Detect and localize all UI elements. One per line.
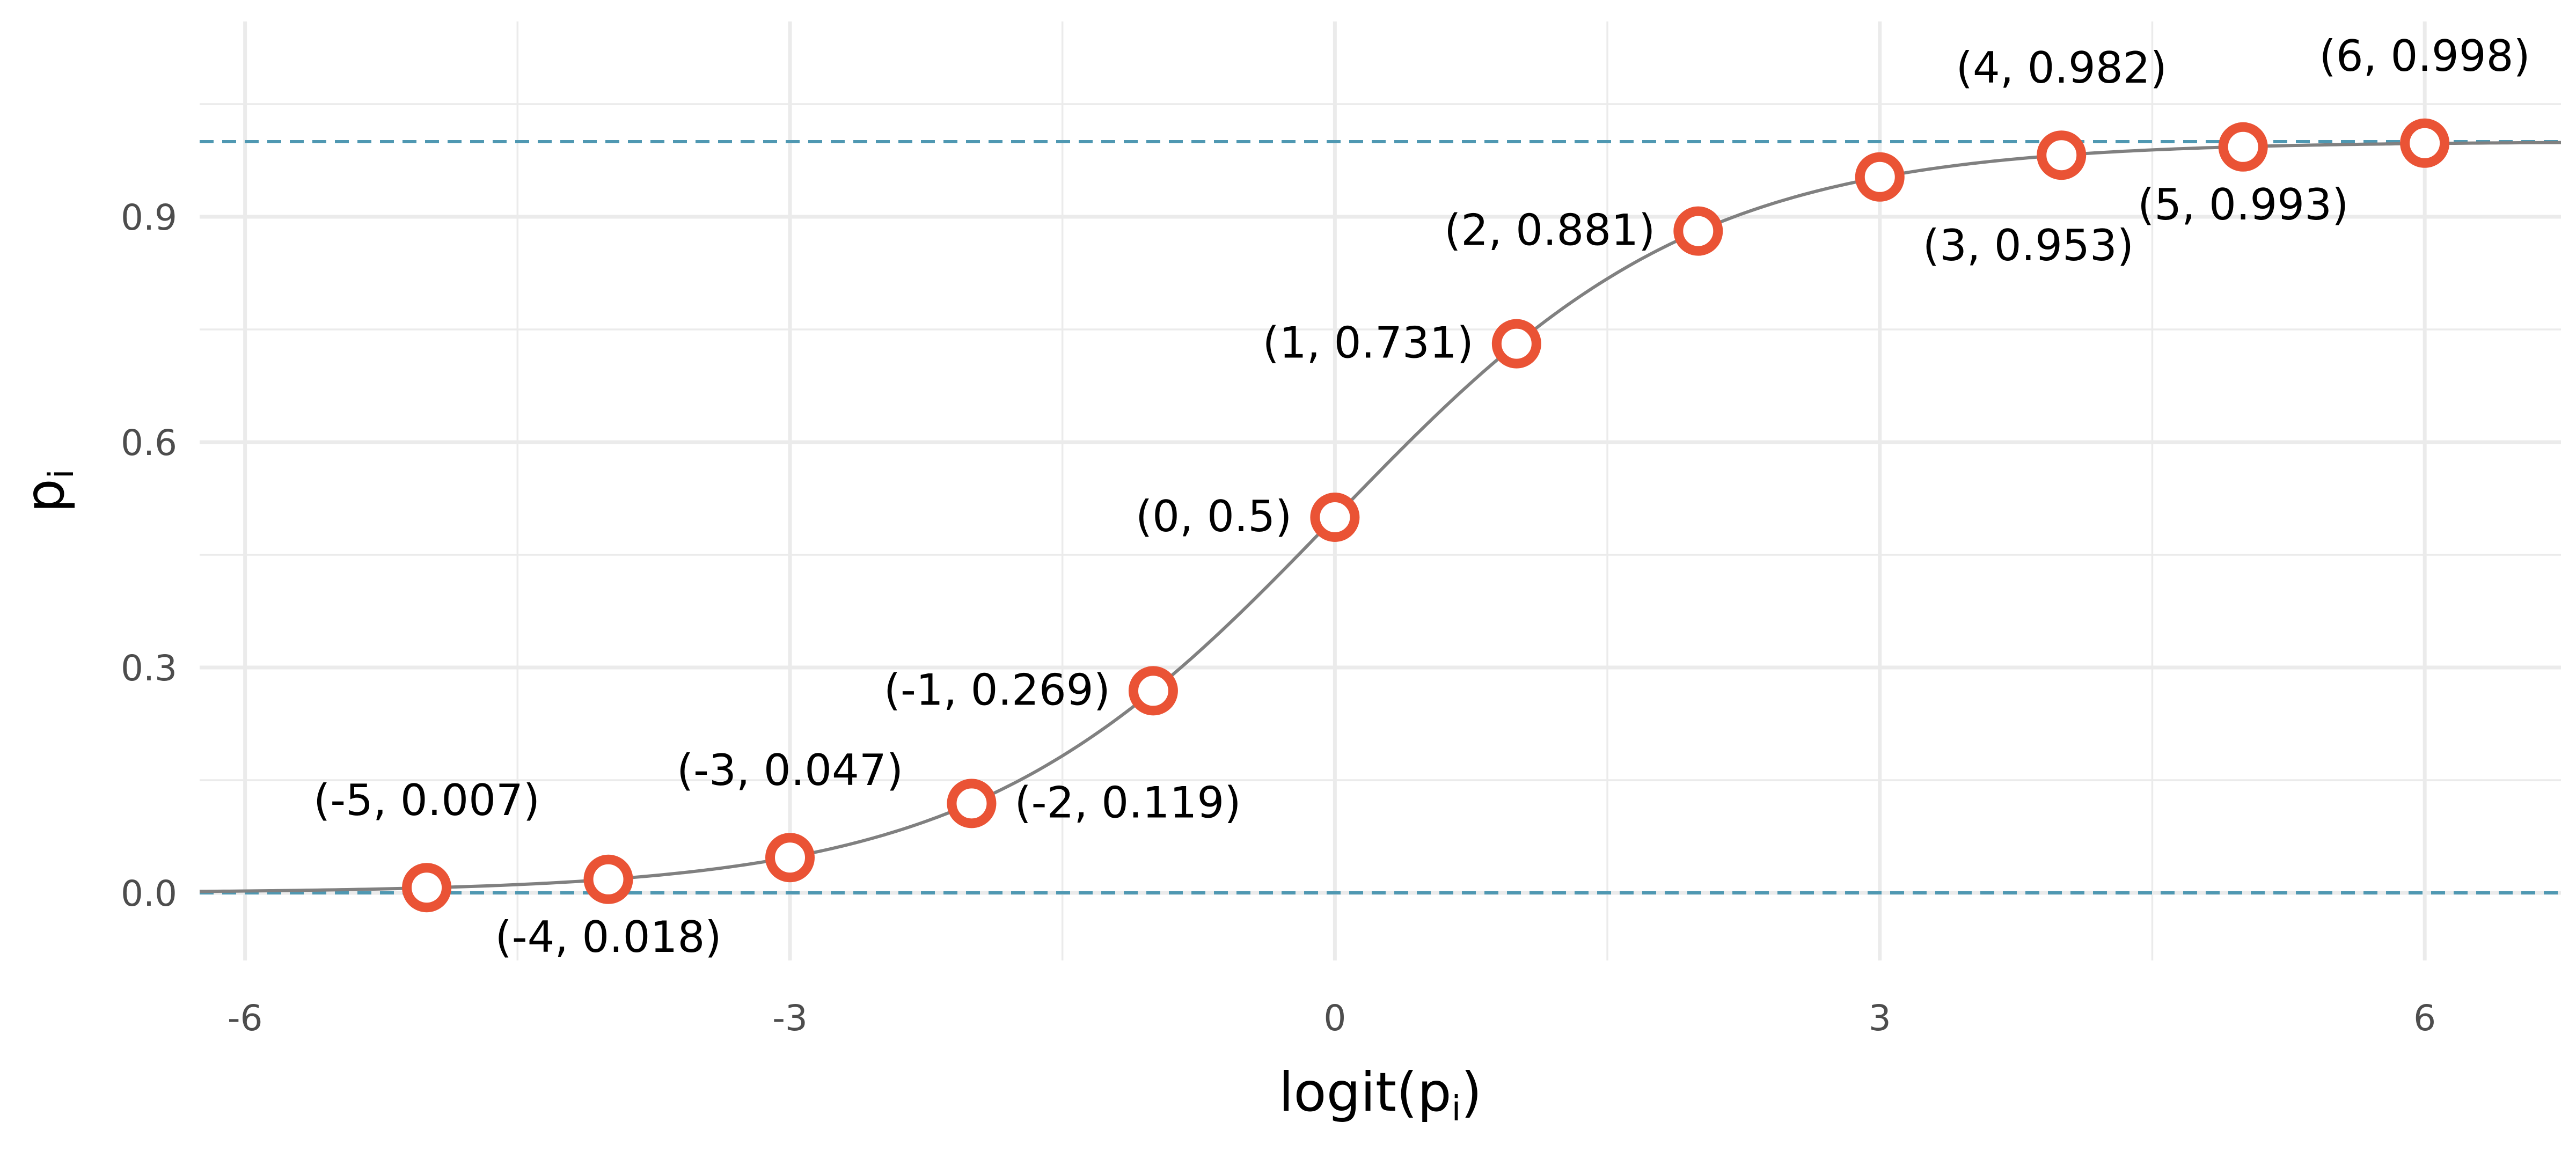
point-label: (-3, 0.047) (677, 745, 903, 795)
data-point (583, 854, 633, 904)
y-tick-label: 0.0 (121, 873, 177, 914)
point-label: (5, 0.993) (2138, 180, 2348, 230)
point-label: (1, 0.731) (1263, 318, 1474, 368)
point-label: (-5, 0.007) (313, 775, 540, 825)
x-tick-label: -3 (772, 997, 808, 1039)
point-label: (-1, 0.269) (884, 665, 1110, 715)
grid-layer (200, 21, 2561, 960)
x-axis-title: logit(pi) (1279, 1061, 1482, 1129)
point-label: (0, 0.5) (1136, 492, 1292, 541)
tick-labels-layer: -6 -3 0 3 6 0.0 0.3 0.6 0.9 (121, 197, 2436, 1039)
x-axis-title-close: ) (1461, 1061, 1482, 1124)
curve-layer (199, 141, 2562, 893)
y-tick-label: 0.3 (121, 648, 177, 689)
data-point (947, 779, 997, 828)
data-point (1310, 493, 1360, 542)
data-point (765, 833, 815, 883)
data-point (1128, 666, 1178, 716)
point-labels-layer: (-5, 0.007) (-4, 0.018) (-3, 0.047) (-2, 0.… (313, 31, 2530, 962)
data-point (1491, 319, 1541, 369)
logistic-curve (199, 141, 2562, 893)
x-tick-label: -6 (228, 997, 263, 1039)
point-label: (2, 0.881) (1444, 206, 1655, 255)
point-label: (6, 0.998) (2319, 31, 2530, 81)
x-axis-title-subscript: i (1452, 1089, 1461, 1129)
data-point (1855, 152, 1905, 202)
y-tick-label: 0.6 (121, 422, 177, 464)
y-tick-label: 0.9 (121, 197, 177, 238)
data-point (2037, 130, 2087, 180)
x-tick-label: 0 (1323, 997, 1346, 1039)
point-label: (4, 0.982) (1956, 43, 2167, 93)
x-tick-label: 6 (2413, 997, 2436, 1039)
data-point (1673, 206, 1723, 256)
axis-titles-layer: logit(pi) pi (13, 469, 1482, 1129)
point-label: (-2, 0.119) (1014, 777, 1241, 827)
point-label: (-4, 0.018) (495, 912, 721, 962)
point-label: (3, 0.953) (1923, 221, 2134, 270)
data-point (402, 863, 452, 913)
points-layer (402, 118, 2450, 913)
data-point (2218, 122, 2268, 172)
y-axis-title: pi (13, 469, 82, 512)
y-axis-title-subscript: i (42, 469, 82, 479)
data-point (2400, 118, 2450, 168)
x-tick-label: 3 (1869, 997, 1891, 1039)
